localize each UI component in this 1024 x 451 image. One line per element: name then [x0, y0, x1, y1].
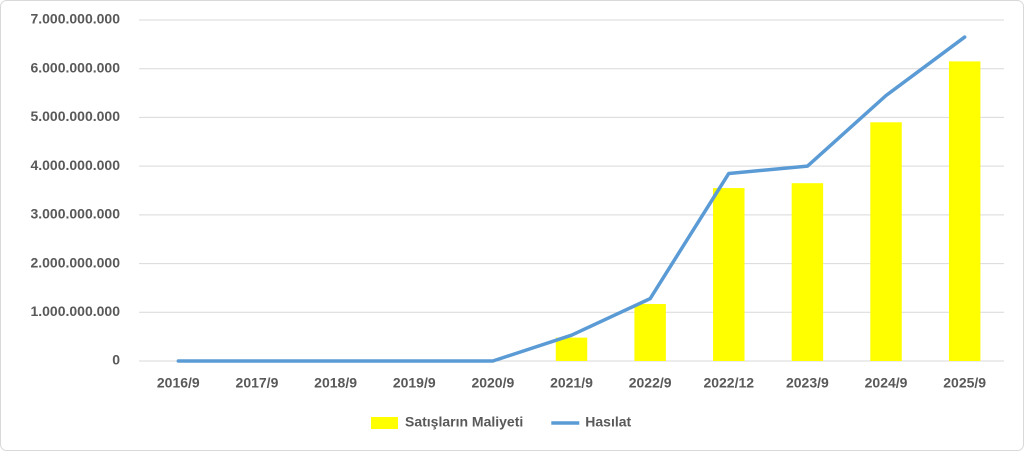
bar	[791, 183, 824, 361]
legend-swatch	[371, 417, 398, 429]
x-tick-label: 2025/9	[943, 375, 986, 391]
bar	[948, 61, 981, 362]
bar	[870, 122, 902, 361]
x-tick-label: 2022/12	[703, 375, 754, 391]
x-tick-label: 2017/9	[236, 375, 279, 391]
y-tick-label: 6.000.000.000	[30, 59, 120, 75]
y-tick-label: 2.000.000.000	[30, 254, 120, 270]
bar	[713, 188, 745, 361]
bar	[555, 337, 588, 361]
x-tick-label: 2019/9	[393, 375, 436, 391]
x-tick-label: 2020/9	[471, 375, 514, 391]
x-tick-label: 2022/9	[629, 375, 672, 391]
y-tick-label: 7.000.000.000	[30, 11, 120, 27]
y-tick-label: 0	[112, 352, 120, 368]
bar	[634, 304, 666, 361]
x-tick-label: 2018/9	[314, 375, 357, 391]
x-tick-label: 2016/9	[157, 375, 200, 391]
y-tick-label: 4.000.000.000	[30, 157, 120, 173]
line	[176, 35, 967, 363]
y-tick-label: 1.000.000.000	[30, 303, 120, 319]
x-tick-label: 2023/9	[786, 375, 829, 391]
y-tick-label: 3.000.000.000	[30, 206, 120, 222]
legend-label: Hasılat	[585, 414, 631, 430]
y-tick-label: 5.000.000.000	[30, 108, 120, 124]
legend-label: Satışların Maliyeti	[405, 414, 523, 430]
x-tick-label: 2024/9	[865, 375, 908, 391]
x-tick-label: 2021/9	[550, 375, 593, 391]
